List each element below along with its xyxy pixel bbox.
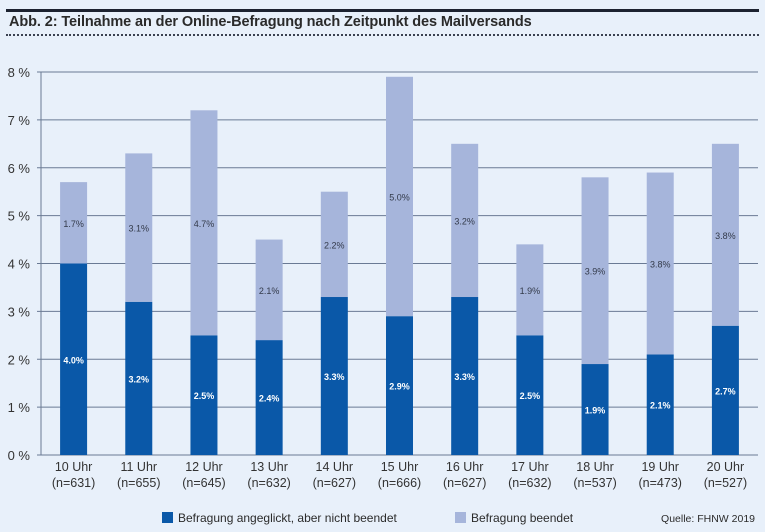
bar-segment-not-finished: [646, 354, 674, 455]
legend-label-not-finished: Befragung angeglickt, aber nicht beendet: [178, 511, 397, 525]
data-label: 3.2%: [454, 216, 475, 226]
x-tick-label: 16 Uhr: [446, 460, 484, 474]
y-tick-label: 8 %: [8, 65, 31, 80]
y-tick-label: 1 %: [8, 400, 31, 415]
bar-segment-finished: [386, 76, 413, 317]
bar-segment-not-finished: [711, 325, 739, 455]
x-tick-sublabel: (n=527): [704, 476, 747, 490]
x-tick-sublabel: (n=537): [573, 476, 616, 490]
x-tick-label: 20 Uhr: [707, 460, 745, 474]
x-tick-sublabel: (n=632): [247, 476, 290, 490]
bar-segment-not-finished: [255, 340, 283, 455]
bar-segment-finished: [320, 191, 348, 298]
bar-segment-not-finished: [190, 335, 218, 455]
bar-segment-finished: [190, 110, 218, 336]
data-label: 1.9%: [520, 286, 541, 296]
y-tick-label: 3 %: [8, 304, 31, 319]
title-top-rule: [6, 9, 759, 12]
legend-item-not-finished: Befragung angeglickt, aber nicht beendet: [162, 511, 397, 525]
data-label: 2.5%: [194, 391, 215, 401]
x-tick-label: 13 Uhr: [250, 460, 288, 474]
y-tick-label: 7 %: [8, 113, 31, 128]
legend-swatch-dark: [162, 512, 173, 523]
bar-segment-not-finished: [60, 263, 88, 455]
bar-segment-finished: [646, 172, 674, 355]
y-tick-label: 0 %: [8, 448, 31, 463]
data-label: 3.3%: [454, 372, 475, 382]
x-tick-label: 10 Uhr: [55, 460, 93, 474]
legend-label-finished: Befragung beendet: [471, 511, 574, 525]
x-tick-sublabel: (n=632): [508, 476, 551, 490]
bar-segment-finished: [516, 244, 544, 336]
bar-segment-finished: [581, 177, 609, 365]
x-tick-sublabel: (n=655): [117, 476, 160, 490]
data-label: 2.1%: [650, 401, 671, 411]
bar-segment-not-finished: [320, 297, 348, 455]
bar-segment-finished: [711, 143, 739, 326]
y-tick-label: 2 %: [8, 352, 31, 367]
bar-segment-finished: [451, 143, 479, 298]
data-label: 5.0%: [389, 192, 410, 202]
data-label: 2.5%: [520, 391, 541, 401]
bar-segment-not-finished: [125, 301, 153, 455]
data-label: 2.4%: [259, 394, 280, 404]
bar-segment-not-finished: [581, 364, 609, 455]
x-tick-label: 18 Uhr: [576, 460, 614, 474]
data-label: 2.7%: [715, 386, 736, 396]
data-label: 3.2%: [129, 374, 150, 384]
x-tick-sublabel: (n=627): [313, 476, 356, 490]
data-label: 3.9%: [585, 267, 606, 277]
data-label: 3.1%: [129, 224, 150, 234]
data-label: 1.7%: [63, 219, 84, 229]
data-label: 2.1%: [259, 286, 280, 296]
x-tick-label: 11 Uhr: [120, 460, 157, 474]
x-tick-sublabel: (n=631): [52, 476, 95, 490]
data-label: 4.7%: [194, 219, 215, 229]
title-dotted-rule: [6, 34, 759, 36]
legend-item-finished: Befragung beendet: [455, 511, 573, 525]
bar-segment-not-finished: [386, 316, 413, 455]
data-label: 2.2%: [324, 240, 345, 250]
source-note: Quelle: FHNW 2019: [661, 513, 755, 525]
bar-segment-not-finished: [516, 335, 544, 455]
x-tick-label: 19 Uhr: [641, 460, 679, 474]
bar-segment-finished: [125, 153, 153, 302]
x-tick-sublabel: (n=627): [443, 476, 486, 490]
bar-segment-finished: [255, 239, 283, 341]
y-tick-label: 6 %: [8, 161, 31, 176]
legend-swatch-light: [455, 512, 466, 523]
y-tick-label: 5 %: [8, 209, 31, 224]
data-label: 1.9%: [585, 406, 606, 416]
data-label: 4.0%: [63, 355, 84, 365]
data-label: 3.8%: [650, 260, 671, 270]
data-label: 2.9%: [389, 382, 410, 392]
data-label: 3.8%: [715, 231, 736, 241]
x-tick-sublabel: (n=645): [182, 476, 225, 490]
x-tick-label: 12 Uhr: [185, 460, 223, 474]
bar-segment-not-finished: [451, 297, 479, 455]
bar-segment-finished: [60, 182, 88, 264]
x-tick-label: 14 Uhr: [316, 460, 354, 474]
x-tick-label: 15 Uhr: [381, 460, 419, 474]
x-tick-sublabel: (n=473): [639, 476, 682, 490]
x-tick-sublabel: (n=666): [378, 476, 421, 490]
x-tick-label: 17 Uhr: [511, 460, 549, 474]
y-tick-label: 4 %: [8, 257, 31, 272]
data-label: 3.3%: [324, 372, 345, 382]
chart-title: Abb. 2: Teilnahme an der Online-Befragun…: [9, 14, 532, 30]
